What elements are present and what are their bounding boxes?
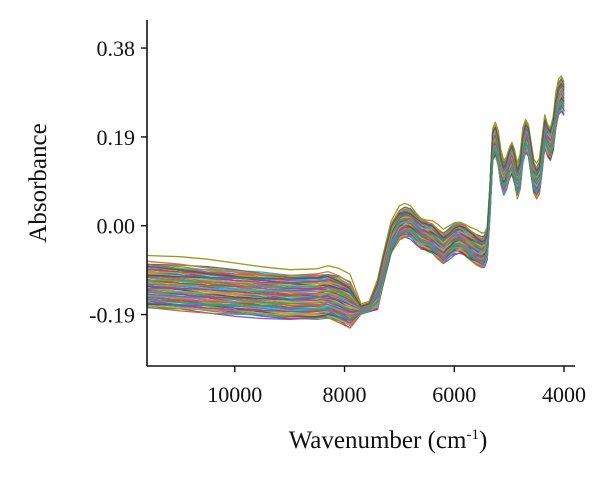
spectrum-line (146, 80, 565, 307)
y-tick-label: -0.19 (89, 303, 135, 328)
x-axis-title: Wavenumber (cm-1) (289, 427, 488, 454)
ticks-layer: 10000 8000 6000 4000 0.38 0.19 0.00 -0.19 (89, 36, 586, 407)
spectrum-line (146, 88, 565, 310)
y-tick-label: 0.19 (97, 125, 136, 150)
y-axis-title: Absorbance (25, 123, 52, 242)
y-tick-label: 0.00 (97, 214, 136, 239)
x-axis-title-sup: -1 (466, 427, 479, 443)
x-tick-label: 6000 (432, 382, 476, 407)
series-layer (146, 75, 565, 329)
spectrum-line-emphasized (146, 75, 565, 305)
spectrum-line-emphasized (146, 83, 565, 307)
x-axis-title-main: Wavenumber (cm (289, 427, 467, 454)
spectrum-line-emphasized (146, 101, 565, 320)
x-tick-label: 8000 (323, 382, 367, 407)
x-tick-label: 4000 (542, 382, 586, 407)
spectrum-line (146, 91, 565, 310)
x-axis-title-close: ) (479, 427, 487, 454)
x-tick-label: 10000 (207, 382, 262, 407)
y-tick-label: 0.38 (97, 36, 136, 61)
